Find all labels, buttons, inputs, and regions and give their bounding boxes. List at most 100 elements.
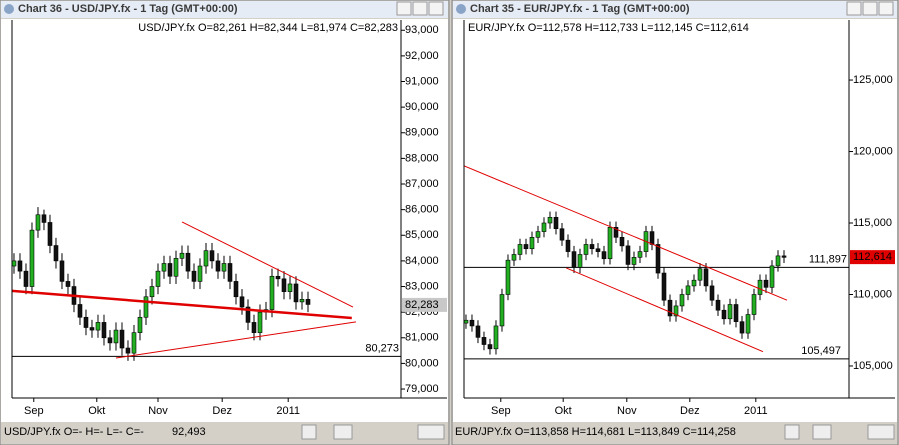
close-button[interactable] xyxy=(878,1,894,16)
candle-body xyxy=(101,322,107,339)
trend-line xyxy=(181,221,354,308)
y-tick-label: 79,000 xyxy=(405,383,439,395)
candle-body xyxy=(715,299,721,311)
candle-body xyxy=(613,226,619,238)
candle-body xyxy=(12,260,17,267)
candle-body xyxy=(299,299,305,303)
y-tick-label: 90,000 xyxy=(405,101,439,113)
y-tick-label: 115,000 xyxy=(853,217,892,229)
candle-body xyxy=(233,281,239,298)
candle-body xyxy=(275,275,281,280)
candle-body xyxy=(239,296,245,308)
candle-body xyxy=(143,296,149,318)
candle-body xyxy=(35,214,41,231)
window-title: Chart 36 - USD/JPY.fx - 1 Tag (GMT+00:00… xyxy=(18,3,238,15)
candle-body xyxy=(305,299,311,305)
candle-body xyxy=(481,337,487,345)
candle-body xyxy=(583,244,589,255)
candle-body xyxy=(107,337,113,344)
candle-body xyxy=(197,265,203,282)
horizontal-line-label: 111,897 xyxy=(809,253,847,265)
candle-body xyxy=(251,322,257,333)
candle-body xyxy=(637,251,643,258)
scroll-button[interactable] xyxy=(301,424,317,440)
maximize-button[interactable] xyxy=(862,1,878,16)
candle-body xyxy=(553,216,559,230)
candle-body xyxy=(709,285,715,301)
candle-body xyxy=(547,216,553,224)
plot xyxy=(464,165,849,360)
candle-body xyxy=(505,259,511,295)
candle-body xyxy=(167,263,173,277)
last-price-box xyxy=(402,297,447,312)
y-tick-label: 83,000 xyxy=(405,280,439,292)
candle-body xyxy=(469,319,475,327)
candle-body xyxy=(775,255,781,267)
x-tick-label: Dez xyxy=(212,405,232,417)
candle-body xyxy=(727,304,733,320)
candle-body xyxy=(41,214,47,223)
scroll-button[interactable] xyxy=(784,424,800,440)
candle-body xyxy=(487,344,493,350)
maximize-button[interactable] xyxy=(412,1,428,16)
trend-line xyxy=(565,267,764,353)
candle-body xyxy=(53,245,59,262)
status-text: USD/JPY.fx O=- H=- L=- C=- xyxy=(4,426,144,438)
candle-body xyxy=(661,272,667,301)
candle-body xyxy=(679,294,685,307)
candle-body xyxy=(751,294,757,315)
plot xyxy=(12,207,401,361)
menu-button[interactable] xyxy=(417,424,445,440)
candle-body xyxy=(155,270,161,287)
candle-body xyxy=(475,325,481,338)
candle-body xyxy=(125,347,131,354)
y-tick-label: 110,000 xyxy=(853,288,892,300)
y-tick-label: 89,000 xyxy=(405,127,439,139)
candle-body xyxy=(191,270,197,282)
last-price-label: 82,283 xyxy=(405,299,439,311)
close-button[interactable] xyxy=(428,1,444,16)
candle-body xyxy=(655,244,661,274)
zoom-button[interactable] xyxy=(333,424,353,440)
candle-body xyxy=(745,314,751,334)
candle-body xyxy=(464,319,469,324)
candle-body xyxy=(113,329,119,344)
candle-body xyxy=(287,283,293,292)
candle-body xyxy=(137,316,143,333)
candle-body xyxy=(721,309,727,320)
x-tick-label: Dez xyxy=(680,405,700,417)
chart-area xyxy=(1,19,448,422)
candle-body xyxy=(529,237,535,250)
y-tick-label: 86,000 xyxy=(405,204,439,216)
menu-button[interactable] xyxy=(867,424,895,440)
minimize-button[interactable] xyxy=(396,1,412,16)
candle-body xyxy=(589,244,595,250)
x-tick-label: Nov xyxy=(148,405,168,417)
y-tick-label: 92,000 xyxy=(405,50,439,62)
window-title: Chart 35 - EUR/JPY.fx - 1 Tag (GMT+00:00… xyxy=(470,3,690,15)
window-right: Chart 35 - EUR/JPY.fx - 1 Tag (GMT+00:00… xyxy=(451,0,899,445)
candle-body xyxy=(215,260,221,272)
candle-body xyxy=(95,322,101,331)
candle-body xyxy=(763,279,769,288)
candle-body xyxy=(269,275,275,310)
candle-body xyxy=(535,231,541,238)
candle-body xyxy=(673,305,679,317)
candle-body xyxy=(499,294,505,327)
y-tick-label: 91,000 xyxy=(405,75,439,87)
candle-body xyxy=(493,325,499,350)
y-tick-label: 88,000 xyxy=(405,152,439,164)
candle-body xyxy=(65,281,71,287)
zoom-button[interactable] xyxy=(812,424,832,440)
horizontal-line-label: 80,273 xyxy=(365,342,399,354)
charts: 79,00080,00081,00082,00083,00084,00085,0… xyxy=(11,20,895,417)
candle-body xyxy=(625,245,631,265)
chart-header: USD/JPY.fx O=82,261 H=82,344 L=81,974 C=… xyxy=(138,22,398,34)
candle-body xyxy=(281,278,287,292)
candle-body xyxy=(47,222,53,246)
candle-body xyxy=(29,229,35,287)
minimize-button[interactable] xyxy=(846,1,862,16)
candle-body xyxy=(607,226,613,260)
last-price-box xyxy=(850,250,895,265)
